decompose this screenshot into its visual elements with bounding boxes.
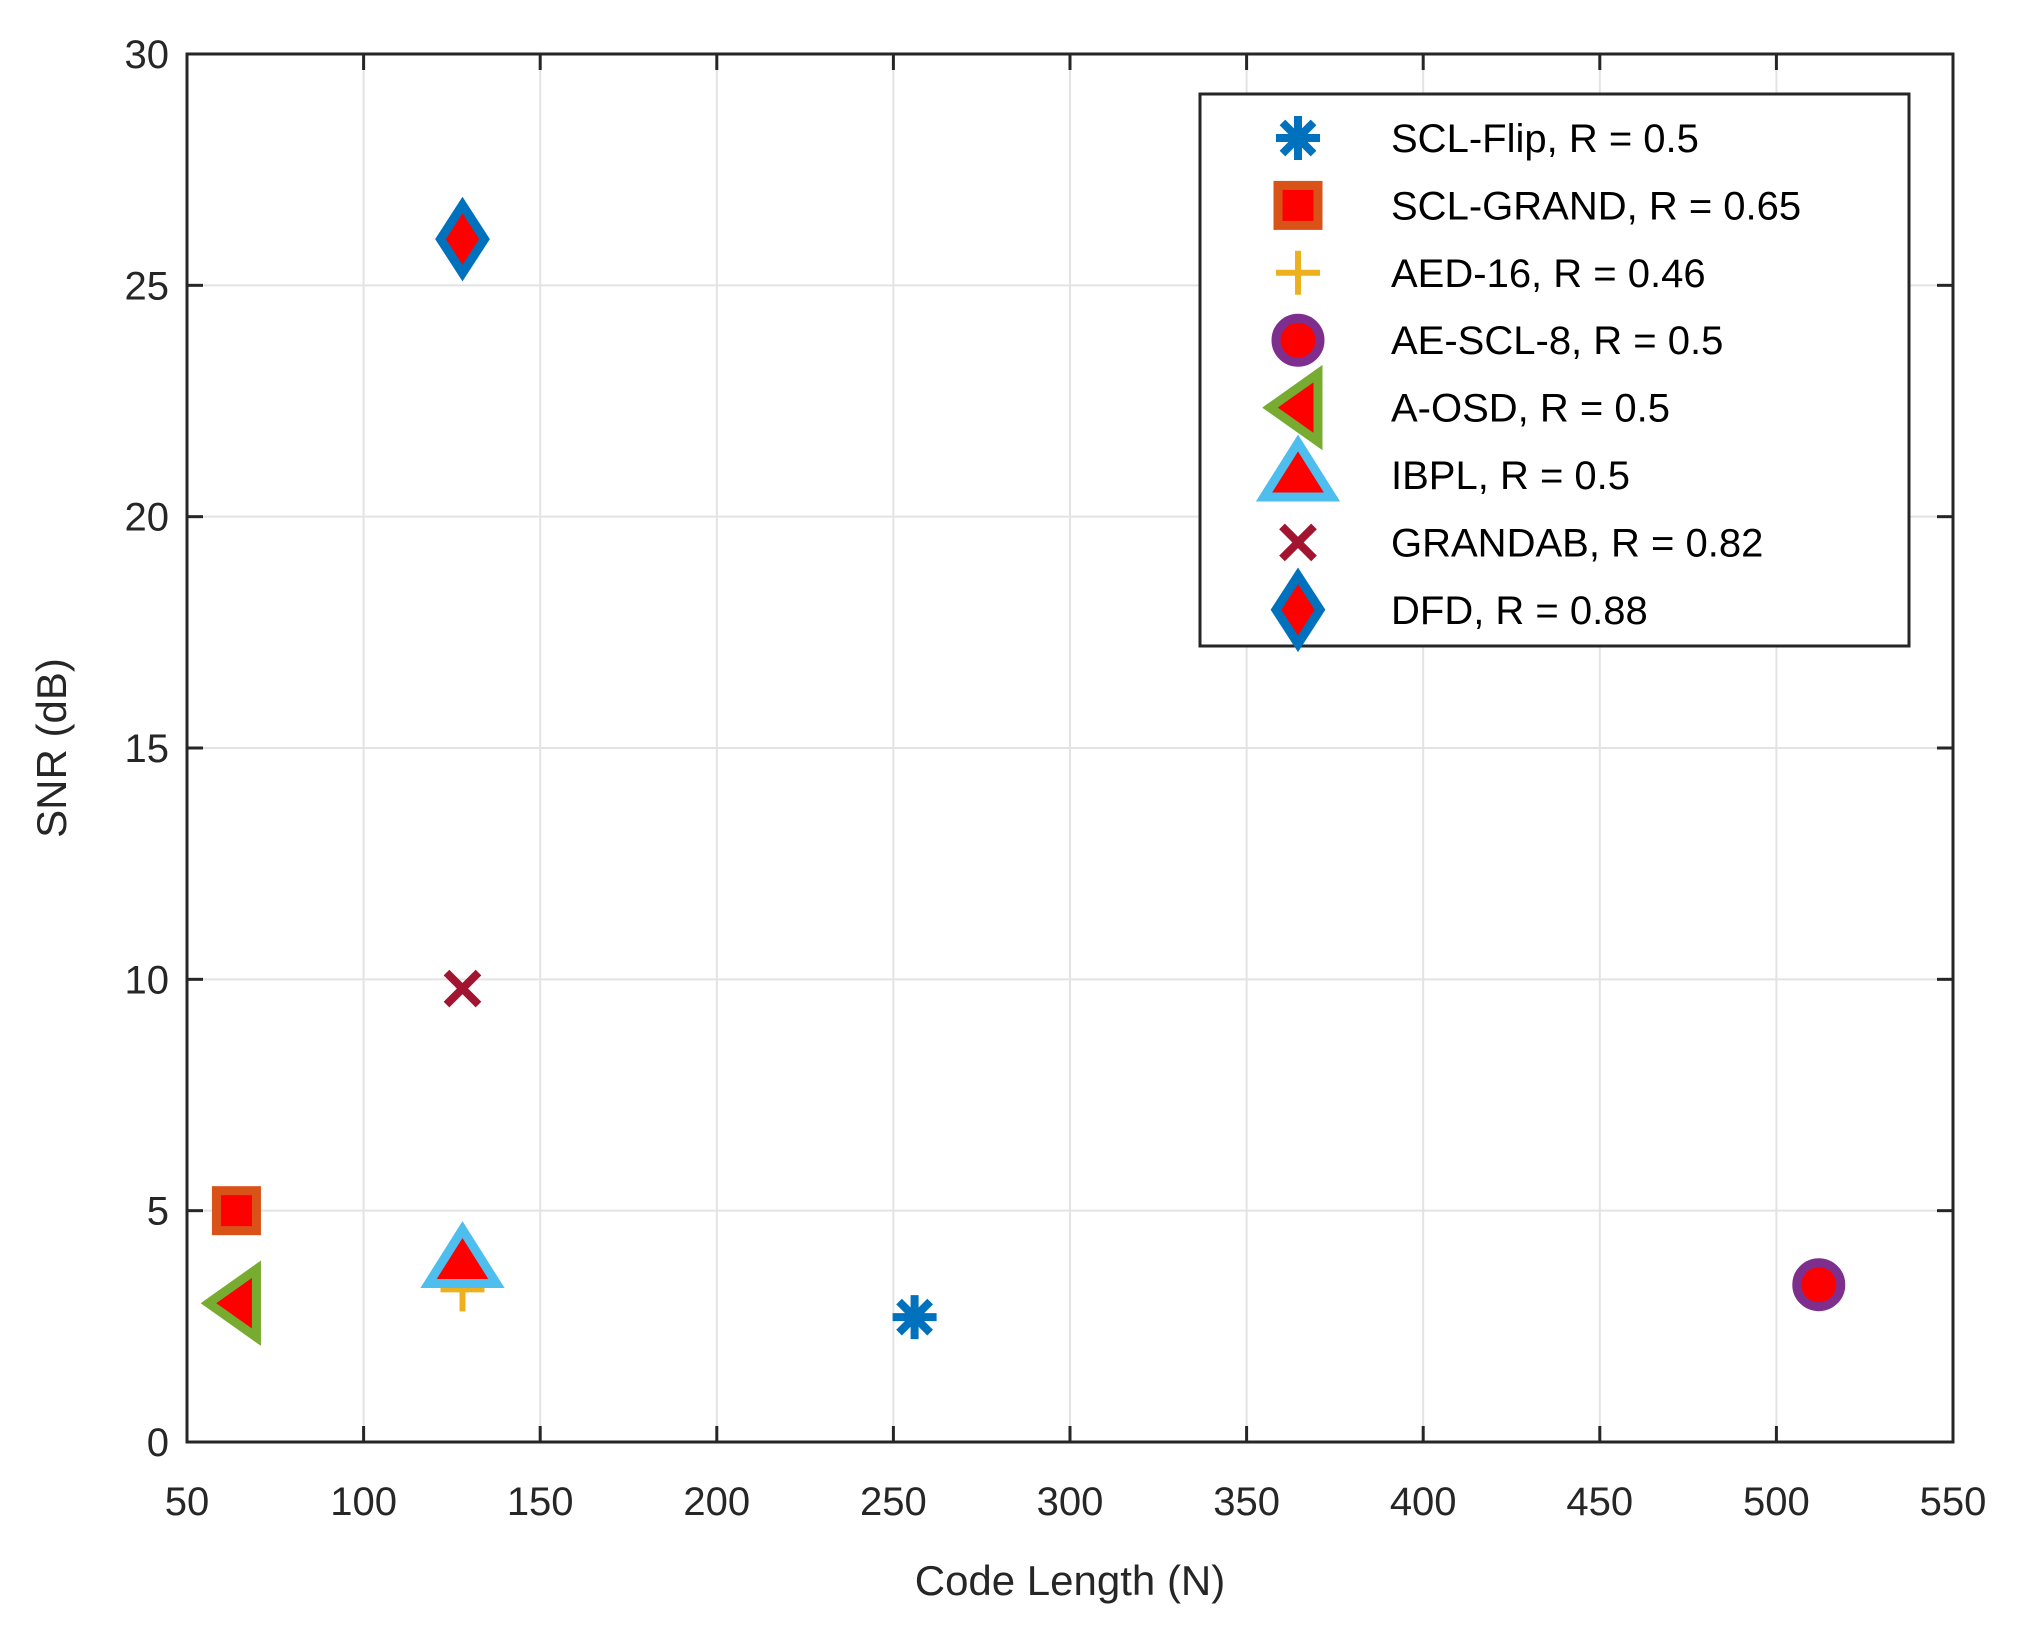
legend-marker-triangle-left-icon xyxy=(1262,364,1323,451)
legend-entry: A-OSD, R = 0.5 xyxy=(1262,364,1670,451)
data-point-square xyxy=(211,1186,261,1236)
legend-marker-square-icon xyxy=(1273,180,1323,230)
y-tick-label: 25 xyxy=(125,264,170,308)
legend-marker-triangle-up-icon xyxy=(1255,434,1341,502)
x-tick-label: 100 xyxy=(330,1480,397,1524)
legend-entry: AED-16, R = 0.46 xyxy=(1276,250,1706,296)
legend-label: SCL-GRAND, R = 0.65 xyxy=(1391,184,1801,228)
legend-label: AED-16, R = 0.46 xyxy=(1391,252,1706,296)
x-tick-label: 400 xyxy=(1390,1480,1457,1524)
data-point-circle xyxy=(1792,1258,1846,1312)
x-tick-label: 50 xyxy=(165,1480,210,1524)
legend-marker-x-icon xyxy=(1279,523,1317,562)
y-tick-label: 0 xyxy=(147,1421,169,1465)
x-tick-label: 200 xyxy=(683,1480,750,1524)
legend-label: GRANDAB, R = 0.82 xyxy=(1391,521,1763,565)
legend-label: AE-SCL-8, R = 0.5 xyxy=(1391,319,1723,363)
x-tick-label: 250 xyxy=(860,1480,927,1524)
y-tick-label: 30 xyxy=(125,33,170,77)
data-point-triangle-up xyxy=(420,1221,505,1289)
x-tick-label: 500 xyxy=(1743,1480,1810,1524)
y-tick-label: 15 xyxy=(125,727,170,771)
ticks: 50 100 150 200 250 300 350 400 450 500 550 0 5 10 15 20… xyxy=(125,33,1987,1524)
data-point-triangle-left xyxy=(200,1260,261,1346)
legend-marker-diamond-icon xyxy=(1270,567,1326,653)
data-point-x xyxy=(443,969,482,1008)
legend-label: DFD, R = 0.88 xyxy=(1391,589,1648,633)
y-axis-label: SNR (dB) xyxy=(28,658,75,838)
data-points xyxy=(200,196,1846,1346)
y-tick-label: 20 xyxy=(125,496,170,540)
y-tick-label: 10 xyxy=(125,958,170,1002)
legend-entry: SCL-Flip, R = 0.5 xyxy=(1276,116,1699,161)
legend-label: SCL-Flip, R = 0.5 xyxy=(1391,117,1699,161)
legend-marker-circle-icon xyxy=(1271,313,1325,367)
data-point-asterisk xyxy=(892,1295,937,1340)
legend-entry: IBPL, R = 0.5 xyxy=(1255,434,1630,502)
legend-label: IBPL, R = 0.5 xyxy=(1391,454,1630,498)
x-tick-label: 150 xyxy=(507,1480,574,1524)
legend-label: A-OSD, R = 0.5 xyxy=(1391,387,1670,431)
legend-entry: AE-SCL-8, R = 0.5 xyxy=(1271,313,1723,367)
data-point-diamond xyxy=(435,196,490,282)
legend: SCL-Flip, R = 0.5 SCL-GRAND, R = 0.65 AED-… xyxy=(1198,92,1911,653)
y-tick-label: 5 xyxy=(147,1190,169,1234)
legend-entry: DFD, R = 0.88 xyxy=(1270,567,1648,653)
x-tick-label: 550 xyxy=(1920,1480,1987,1524)
x-tick-label: 350 xyxy=(1213,1480,1280,1524)
legend-entry: GRANDAB, R = 0.82 xyxy=(1279,521,1763,565)
legend-entry: SCL-GRAND, R = 0.65 xyxy=(1273,180,1801,230)
x-axis-label: Code Length (N) xyxy=(915,1557,1226,1604)
x-tick-label: 450 xyxy=(1566,1480,1633,1524)
legend-marker-asterisk-icon xyxy=(1276,116,1320,160)
x-tick-label: 300 xyxy=(1037,1480,1104,1524)
legend-marker-plus-icon xyxy=(1276,250,1320,295)
